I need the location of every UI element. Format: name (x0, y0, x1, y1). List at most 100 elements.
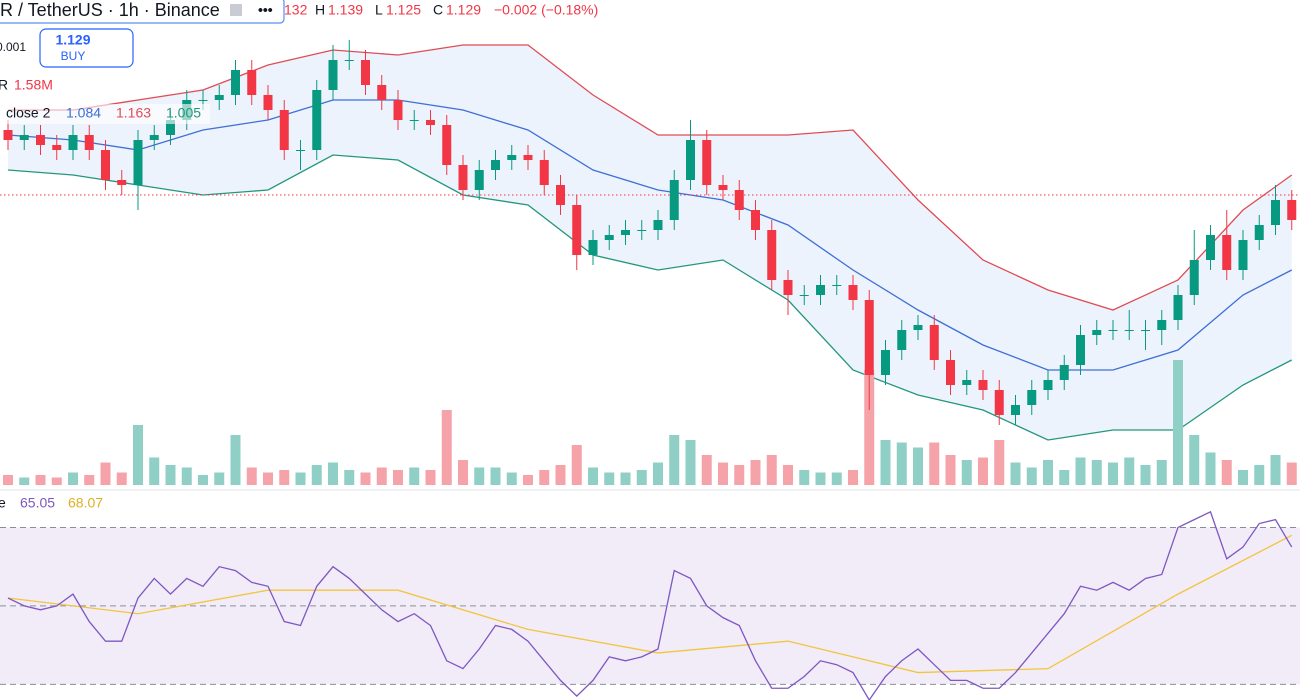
volume-bar (376, 467, 387, 485)
volume-bar (750, 460, 761, 485)
volume-bar (913, 447, 923, 485)
buy-button[interactable] (39, 28, 134, 68)
candle-body (1238, 240, 1248, 270)
volume-bar (1026, 467, 1037, 485)
volume-bar (831, 472, 842, 485)
candle-body (101, 150, 110, 180)
volume-bar (328, 462, 338, 485)
candle-body (3, 130, 13, 140)
candle-body (312, 90, 322, 150)
candle-body (783, 280, 793, 295)
volume-bar (19, 477, 30, 485)
bb-middle: 1.084 (66, 105, 101, 121)
volume-bar (701, 455, 712, 485)
volume-bar (246, 467, 257, 485)
candle-body (442, 125, 452, 165)
volume-bar (880, 440, 891, 485)
candle-body (946, 360, 955, 385)
candle-body (637, 230, 647, 231)
candle-body (929, 325, 939, 360)
bb-upper: 1.163 (116, 105, 151, 121)
bollinger-upper (8, 44, 1293, 311)
volume-bar (51, 477, 62, 485)
candle-body (426, 120, 435, 125)
change-value: −0.002 (−0.18%) (494, 2, 598, 18)
volume-bar (669, 435, 680, 485)
volume-bar (1075, 457, 1086, 485)
volume-bar (311, 465, 322, 485)
volume-bar (766, 455, 777, 485)
volume-bar (848, 470, 858, 485)
candle-body (1287, 200, 1297, 220)
candle-body (881, 350, 890, 375)
volume-bar (1108, 462, 1118, 485)
volume-bar (458, 460, 468, 485)
candle-body (962, 380, 972, 385)
candle-body (978, 380, 988, 390)
candle-body (68, 135, 78, 150)
volume-bar (555, 465, 566, 485)
candle-body (702, 140, 712, 185)
rsi-ma-line (7, 534, 1293, 674)
candle-body (799, 295, 809, 296)
volume-bar (799, 470, 810, 485)
volume-bar (1091, 460, 1102, 485)
candle-body (198, 100, 208, 101)
candle-body (686, 140, 695, 180)
volume-bar (653, 462, 663, 485)
volume-bar (571, 445, 582, 485)
volume-bar (1189, 435, 1200, 485)
volume-bar (1059, 470, 1070, 485)
volume-bar (149, 457, 160, 485)
volume-bar (1238, 470, 1248, 485)
candle-body (1027, 390, 1037, 405)
volume-bar (978, 457, 988, 485)
bollinger-fill (8, 45, 1292, 440)
volume-bar (523, 475, 533, 485)
candle-body (864, 300, 874, 375)
rsi-line (7, 510, 1293, 700)
candle-body (816, 285, 825, 295)
volume-bar (393, 470, 403, 485)
candle-body (474, 170, 484, 190)
volume-bar (1286, 462, 1297, 485)
high-label: H (315, 2, 325, 18)
volume-bar (620, 472, 631, 485)
volume-bar (1221, 460, 1232, 485)
icon[interactable] (230, 4, 242, 16)
volume-bar (604, 472, 615, 485)
candle-body (393, 100, 403, 120)
symbol-box[interactable] (0, 0, 285, 24)
candle-body (913, 325, 923, 330)
volume-layer (3, 360, 1297, 485)
candle-body (523, 155, 533, 160)
candle-body (1141, 330, 1150, 331)
volume-bar (263, 472, 273, 485)
volume-bar (588, 467, 598, 485)
volume-bar (929, 442, 940, 485)
volume-bar (864, 370, 875, 485)
candle-body (296, 150, 305, 151)
candle-body (1011, 405, 1020, 415)
volume-bar (1173, 360, 1183, 485)
volume-bar (181, 467, 192, 485)
more-icon[interactable]: ••• (258, 2, 273, 18)
candle-body (897, 330, 907, 350)
volume-bar (945, 455, 956, 485)
candle-body (1108, 330, 1118, 331)
candle-body (1206, 235, 1215, 260)
side-value: 0.001 (0, 40, 26, 54)
volume-bar (815, 472, 826, 485)
candle-body (734, 190, 744, 210)
candle-body (409, 120, 419, 121)
candle-body (588, 240, 598, 255)
volume-bar (1140, 465, 1151, 485)
candle-body (36, 135, 45, 145)
buy-price: 1.129 (55, 32, 90, 48)
volume-bar (279, 470, 290, 485)
candle-body (231, 70, 240, 95)
candle-body (539, 160, 549, 185)
rsi-ma-value: 68.07 (68, 495, 103, 511)
